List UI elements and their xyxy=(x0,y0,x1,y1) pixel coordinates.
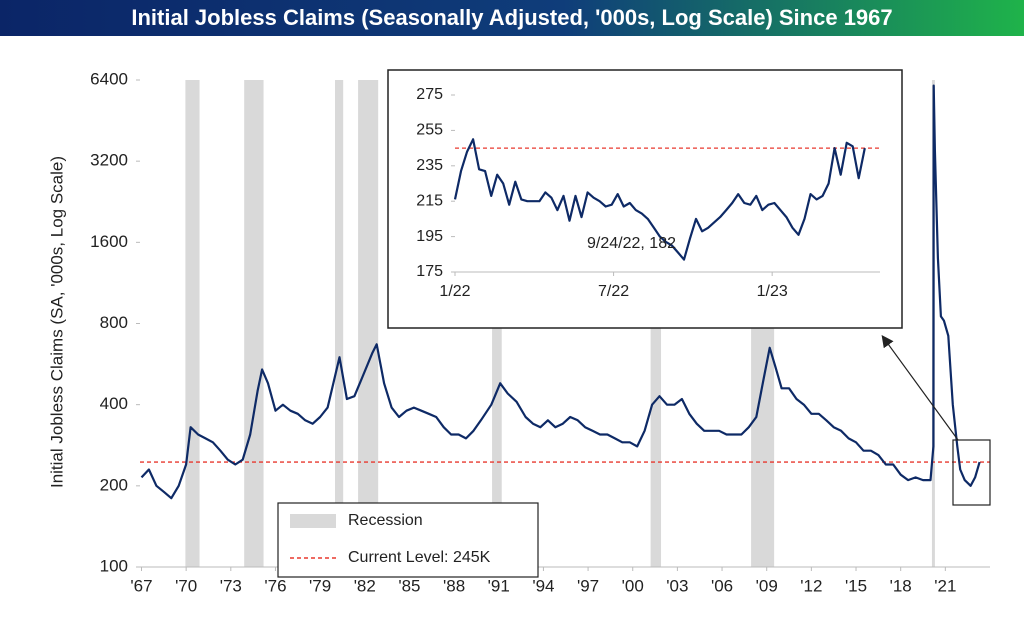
x-tick-label: '79 xyxy=(309,576,331,595)
x-tick-label: '85 xyxy=(398,576,420,595)
x-tick-label: '76 xyxy=(264,576,286,595)
y-tick-label: 6400 xyxy=(90,69,128,88)
inset-plot: 175 195 215 235 255 275 1/22 7/22 1/23 9/24/22, 1… xyxy=(416,86,880,300)
y-tick-label: 195 xyxy=(416,228,443,245)
x-tick-label: '67 xyxy=(130,576,152,595)
x-tick-label: 1/23 xyxy=(757,283,788,300)
chart-title: Initial Jobless Claims (Seasonally Adjus… xyxy=(131,5,892,30)
y-tick-label: 1600 xyxy=(90,232,128,251)
x-tick-label: '70 xyxy=(175,576,197,595)
recession-band xyxy=(358,80,379,567)
y-tick-label: 255 xyxy=(416,122,443,139)
x-tick-label: '73 xyxy=(220,576,242,595)
x-tick-label: '94 xyxy=(532,576,554,595)
annotation: 9/24/22, 182 xyxy=(587,235,676,252)
y-tick-label: 235 xyxy=(416,157,443,174)
x-tick-label: '09 xyxy=(756,576,778,595)
y-tick-label: 3200 xyxy=(90,151,128,170)
x-tick-label: '00 xyxy=(622,576,644,595)
recession-band xyxy=(244,80,264,567)
x-tick-label: '88 xyxy=(443,576,465,595)
x-tick-label: 7/22 xyxy=(598,283,629,300)
x-tick-label: 1/22 xyxy=(439,283,470,300)
y-axis-title: Initial Jobless Claims (SA, '000s, Log S… xyxy=(47,156,66,488)
line-series xyxy=(140,84,981,500)
recession-band xyxy=(185,80,200,567)
x-tick-label: '15 xyxy=(845,576,867,595)
x-tick-label: '18 xyxy=(890,576,912,595)
y-tick-label: 800 xyxy=(100,313,128,332)
zoom-box xyxy=(952,439,991,506)
legend-swatch-recession xyxy=(290,514,336,528)
x-tick-label: '12 xyxy=(800,576,822,595)
y-tick-label: 100 xyxy=(100,556,128,575)
y-tick-label: 200 xyxy=(100,475,128,494)
legend-label: Current Level: 245K xyxy=(348,549,491,566)
legend-label: Recession xyxy=(348,512,423,529)
x-tick-label: '97 xyxy=(577,576,599,595)
title-bar xyxy=(0,0,1024,36)
recession-band xyxy=(335,80,344,567)
x-tick-label: '06 xyxy=(711,576,733,595)
x-tick-label: '82 xyxy=(354,576,376,595)
y-tick-label: 400 xyxy=(100,394,128,413)
y-tick-label: 215 xyxy=(416,192,443,209)
zoom-arrow xyxy=(881,335,959,441)
line-series xyxy=(453,138,866,261)
y-tick-label: 175 xyxy=(416,263,443,280)
x-tick-label: '03 xyxy=(666,576,688,595)
y-tick-label: 275 xyxy=(416,86,443,103)
x-tick-label: '91 xyxy=(488,576,510,595)
x-tick-label: '21 xyxy=(934,576,956,595)
